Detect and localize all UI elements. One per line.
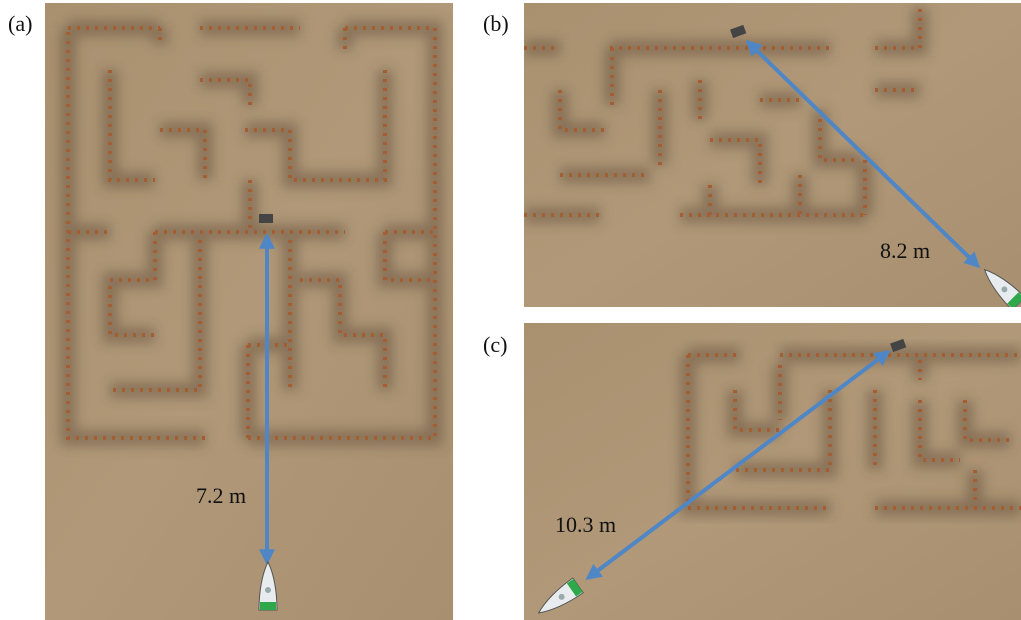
distance-label: 8.2 m bbox=[880, 238, 930, 263]
panel-c: 10.3 m bbox=[524, 323, 1021, 620]
target bbox=[259, 214, 273, 223]
panel-label: (b) bbox=[483, 11, 509, 36]
distance-label: 7.2 m bbox=[196, 483, 246, 508]
distance-label: 10.3 m bbox=[555, 512, 616, 537]
panel-a: 7.2 m bbox=[45, 3, 453, 620]
panel-label: (c) bbox=[483, 332, 507, 357]
figure: 7.2 m 8.2 m 10.3 m (a) (b) (c) bbox=[0, 0, 1021, 620]
panel-b: 8.2 m bbox=[524, 3, 1021, 310]
panel-label: (a) bbox=[8, 11, 32, 36]
